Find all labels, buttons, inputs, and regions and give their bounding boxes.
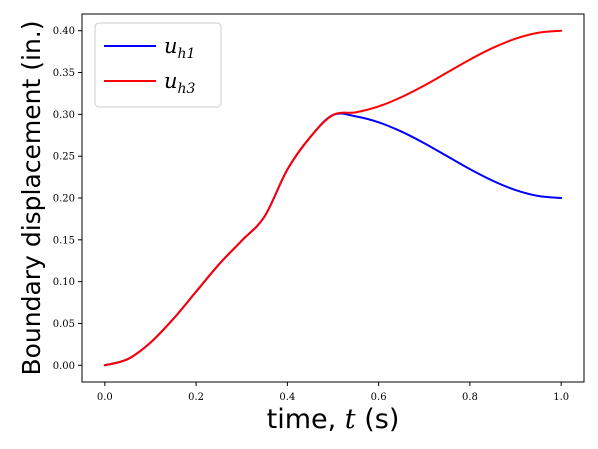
y-axis-label: Boundary displacement (in.) [17, 20, 46, 375]
legend-label-base: u [164, 69, 178, 93]
legend-label-base: u [164, 34, 178, 58]
x-tick-label: 0.6 [371, 392, 387, 403]
y-tick-label: 0.15 [53, 235, 75, 246]
legend-box [94, 22, 222, 108]
y-tick-label: 0.25 [53, 152, 75, 163]
series-layer [103, 29, 563, 367]
y-axis-ticks: 0.00 0.05 0.10 0.15 0.20 0.25 0.30 0.35 0.40 [53, 26, 82, 372]
x-axis-label-variable: t [345, 404, 356, 435]
x-tick-label: 1.0 [553, 392, 569, 403]
series-line-u-h3 [103, 29, 563, 367]
y-tick-label: 0.40 [53, 26, 75, 37]
legend-label-u-h3: uh3 [164, 69, 196, 97]
legend-label-subscript: h3 [178, 81, 196, 97]
x-axis-label: time, t (s) [267, 404, 400, 435]
y-tick-label: 0.05 [53, 319, 75, 330]
y-tick-label: 0.00 [53, 361, 75, 372]
x-tick-label: 0.8 [462, 392, 478, 403]
x-tick-label: 0.0 [97, 392, 113, 403]
series-line-u-h1 [103, 112, 563, 367]
x-axis-ticks: 0.0 0.2 0.4 0.6 0.8 1.0 [97, 382, 569, 403]
x-axis-label-suffix: (s) [356, 404, 400, 435]
y-tick-label: 0.20 [53, 194, 75, 205]
x-tick-label: 0.4 [279, 392, 295, 403]
y-tick-label: 0.30 [53, 110, 75, 121]
x-tick-label: 0.2 [188, 392, 204, 403]
y-tick-label: 0.10 [53, 277, 75, 288]
legend-label-subscript: h1 [178, 46, 196, 62]
y-tick-label: 0.35 [53, 68, 75, 79]
x-axis-label-prefix: time, [267, 404, 345, 435]
legend-label-u-h1: uh1 [164, 34, 195, 62]
